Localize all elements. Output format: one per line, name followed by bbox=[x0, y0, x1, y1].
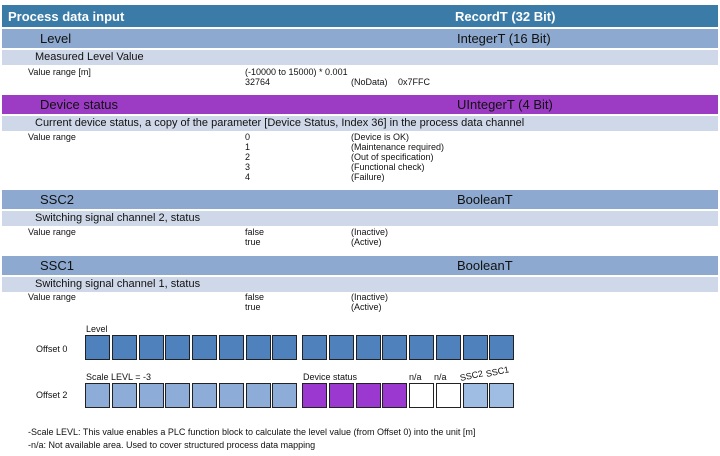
diagram-device-status-label: Device status bbox=[303, 372, 358, 382]
scale-bit-cell bbox=[192, 383, 217, 408]
level-bit-cell bbox=[382, 335, 407, 360]
ssc1-meaning-true: (Active) bbox=[351, 302, 382, 312]
na-bit-cell bbox=[409, 383, 434, 408]
ssc2-range-label: Value range bbox=[28, 227, 76, 237]
level-section-header: Level IntegerT (16 Bit) bbox=[2, 29, 718, 48]
ssc2-name: SSC2 bbox=[40, 192, 74, 207]
ssc2-meaning-false: (Inactive) bbox=[351, 227, 389, 237]
ssc1-description: Switching signal channel 1, status bbox=[35, 278, 201, 290]
offset0-label: Offset 0 bbox=[36, 344, 68, 354]
diagram-level-label: Level bbox=[86, 324, 108, 334]
level-bit-cell bbox=[409, 335, 434, 360]
level-bit-cell bbox=[463, 335, 488, 360]
ssc2-description-band: Switching signal channel 2, status bbox=[2, 211, 718, 226]
scale-bit-cell bbox=[85, 383, 110, 408]
ssc2-meaning-true: (Active) bbox=[351, 237, 382, 247]
level-bit-cell bbox=[85, 335, 110, 360]
ssc1-meaning-false: (Inactive) bbox=[351, 292, 389, 302]
ssc2-value-false: false bbox=[245, 227, 265, 237]
level-type: IntegerT (16 Bit) bbox=[457, 31, 551, 46]
device-status-type: UIntegerT (4 Bit) bbox=[457, 97, 553, 112]
level-description-band: Measured Level Value bbox=[2, 50, 718, 65]
level-name: Level bbox=[40, 31, 72, 46]
na-bit-cell bbox=[436, 383, 461, 408]
level-bit-cell bbox=[436, 335, 461, 360]
device-status-value-1: 1 bbox=[245, 142, 251, 152]
device-status-meaning-1: (Maintenance required) bbox=[351, 142, 445, 152]
level-bit-cell bbox=[219, 335, 244, 360]
ssc1-range-label: Value range bbox=[28, 292, 76, 302]
device-status-meaning-4: (Failure) bbox=[351, 172, 385, 182]
level-bit-cell bbox=[356, 335, 381, 360]
level-bit-cell bbox=[165, 335, 190, 360]
ssc1-type: BooleanT bbox=[457, 258, 513, 273]
device-status-bit-cell bbox=[302, 383, 327, 408]
scale-bit-cell bbox=[272, 383, 297, 408]
device-status-description: Current device status, a copy of the par… bbox=[35, 117, 525, 129]
device-status-bit-cell bbox=[329, 383, 354, 408]
scale-bit-cell bbox=[219, 383, 244, 408]
level-bit-cell bbox=[112, 335, 137, 360]
ssc1-value-false: false bbox=[245, 292, 265, 302]
diagram-ssc2-label: SSC2 bbox=[458, 368, 485, 383]
level-range-formula: (-10000 to 15000) * 0.001 bbox=[245, 67, 348, 77]
level-description: Measured Level Value bbox=[35, 51, 144, 63]
ssc2-section-header: SSC2 BooleanT bbox=[2, 190, 718, 209]
level-bit-cell bbox=[302, 335, 327, 360]
header-type: RecordT (32 Bit) bbox=[455, 9, 556, 24]
device-status-name: Device status bbox=[40, 97, 119, 112]
ssc1-bit-cell bbox=[489, 383, 514, 408]
diagram-na1-label: n/a bbox=[409, 372, 422, 382]
device-status-meaning-2: (Out of specification) bbox=[351, 152, 434, 162]
note-scale: -Scale LEVL: This value enables a PLC fu… bbox=[28, 427, 476, 437]
device-status-section-header: Device status UIntegerT (4 Bit) bbox=[2, 95, 718, 114]
ssc2-description: Switching signal channel 2, status bbox=[35, 212, 201, 224]
scale-bit-cell bbox=[139, 383, 164, 408]
scale-bit-cell bbox=[246, 383, 271, 408]
device-status-description-band: Current device status, a copy of the par… bbox=[2, 116, 718, 131]
level-range-label: Value range [m] bbox=[28, 67, 91, 77]
device-status-bit-cell bbox=[356, 383, 381, 408]
level-bit-cell bbox=[246, 335, 271, 360]
diagram-scale-label: Scale LEVL = -3 bbox=[86, 372, 151, 382]
ssc1-section-header: SSC1 BooleanT bbox=[2, 256, 718, 275]
level-special-value: 32764 bbox=[245, 77, 271, 87]
ssc1-description-band: Switching signal channel 1, status bbox=[2, 277, 718, 292]
level-special-meaning: (NoData) bbox=[351, 77, 388, 87]
ssc1-value-true: true bbox=[245, 302, 261, 312]
note-na: -n/a: Not available area. Used to cover … bbox=[28, 440, 316, 450]
device-status-range-label: Value range bbox=[28, 132, 76, 142]
device-status-value-0: 0 bbox=[245, 132, 251, 142]
device-status-bit-cell bbox=[382, 383, 407, 408]
ssc1-name: SSC1 bbox=[40, 258, 74, 273]
device-status-meaning-0: (Device is OK) bbox=[351, 132, 410, 142]
offset2-label: Offset 2 bbox=[36, 390, 68, 400]
diagram-ssc1-label: SSC1 bbox=[484, 364, 511, 379]
level-bit-cell bbox=[489, 335, 514, 360]
scale-bit-cell bbox=[112, 383, 137, 408]
device-status-value-3: 3 bbox=[245, 162, 251, 172]
device-status-value-4: 4 bbox=[245, 172, 251, 182]
device-status-value-2: 2 bbox=[245, 152, 251, 162]
ssc2-value-true: true bbox=[245, 237, 261, 247]
level-bit-cell bbox=[329, 335, 354, 360]
level-bit-cell bbox=[139, 335, 164, 360]
ssc2-bit-cell bbox=[463, 383, 488, 408]
diagram-na2-label: n/a bbox=[434, 372, 447, 382]
level-special-hex: 0x7FFC bbox=[398, 77, 431, 87]
ssc2-type: BooleanT bbox=[457, 192, 513, 207]
header-title: Process data input bbox=[8, 9, 125, 24]
device-status-meaning-3: (Functional check) bbox=[351, 162, 425, 172]
process-data-header: Process data input RecordT (32 Bit) bbox=[2, 5, 718, 27]
level-bit-cell bbox=[192, 335, 217, 360]
level-bit-cell bbox=[272, 335, 297, 360]
scale-bit-cell bbox=[165, 383, 190, 408]
